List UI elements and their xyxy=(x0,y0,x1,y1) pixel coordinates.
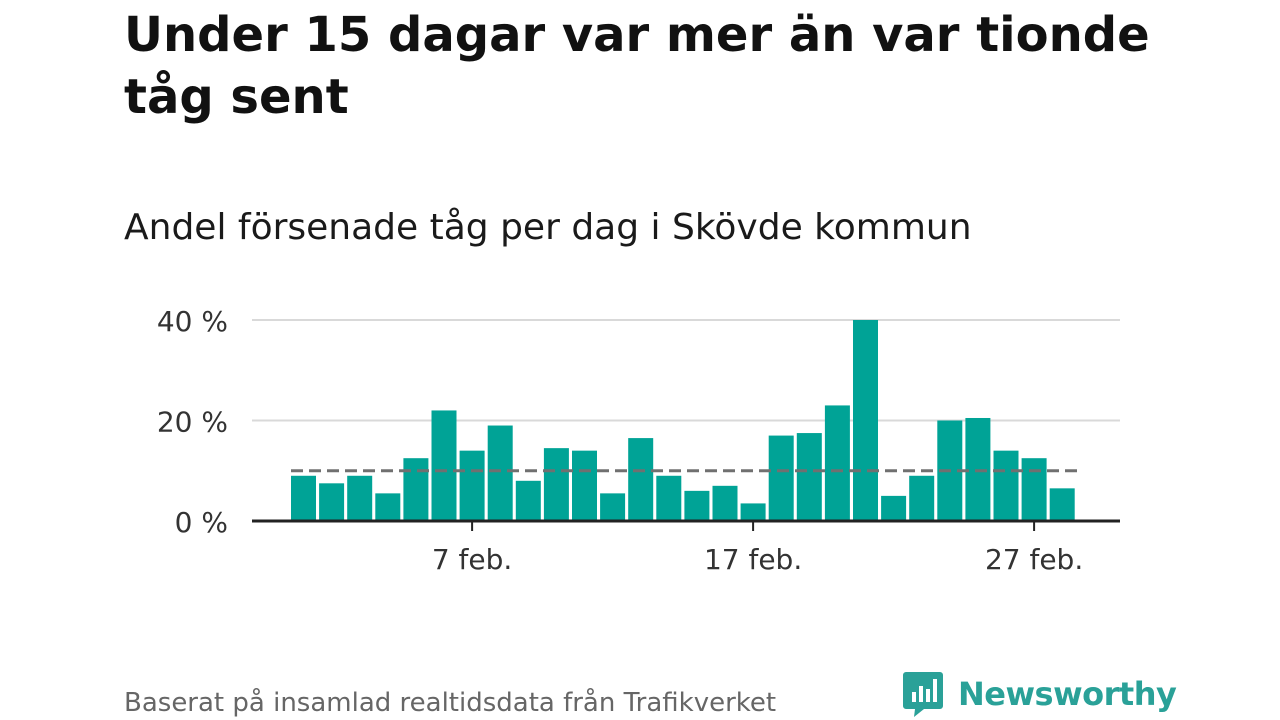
bar-2/11 xyxy=(572,450,597,521)
bars xyxy=(291,320,1075,521)
bar-2/22 xyxy=(881,495,907,521)
x-axis xyxy=(252,519,1120,531)
brand-name: Newsworthy xyxy=(958,675,1177,713)
newsworthy-logo-icon xyxy=(903,672,943,717)
y-tick-label: 40 % xyxy=(157,305,228,338)
y-tick-label: 0 % xyxy=(175,506,228,539)
bar-2/28 xyxy=(1049,488,1075,521)
bar-2/1 xyxy=(291,475,316,521)
y-tick-labels: 0 % 20 % 40 % xyxy=(157,305,228,539)
chart-title: Under 15 dagar var mer än var tionde tåg… xyxy=(124,7,1150,125)
y-tick-label: 20 % xyxy=(157,406,228,439)
bar-2/16 xyxy=(712,485,738,521)
bar-2/10 xyxy=(543,448,569,521)
bar-2/17 xyxy=(740,503,766,521)
bar-2/5 xyxy=(403,458,429,521)
chart-subtitle: Andel försenade tåg per dag i Skövde kom… xyxy=(124,207,972,248)
x-tick-label: 7 feb. xyxy=(432,543,512,576)
bar-2/13 xyxy=(628,438,654,521)
bar-2/18 xyxy=(768,435,794,521)
x-tick-label: 17 feb. xyxy=(704,543,802,576)
brand-logo: Newsworthy xyxy=(902,670,1177,718)
source-note: Baserat på insamlad realtidsdata från Tr… xyxy=(124,688,777,718)
bar-2/19 xyxy=(796,433,822,521)
bar-2/8 xyxy=(487,425,513,521)
x-tick-labels: 7 feb. 17 feb. 27 feb. xyxy=(432,543,1083,576)
bar-2/3 xyxy=(347,475,373,521)
bar-chart: 0 % 20 % 40 % 7 feb. 17 feb. 27 feb. xyxy=(157,305,1120,576)
bar-2/6 xyxy=(431,410,457,521)
bar-2/21 xyxy=(853,320,878,521)
bar-2/7 xyxy=(459,450,485,521)
bar-2/27 xyxy=(1021,458,1047,521)
bar-2/9 xyxy=(515,480,541,521)
bar-2/26 xyxy=(993,450,1019,521)
bar-2/23 xyxy=(909,475,935,521)
bar-2/15 xyxy=(684,490,710,521)
grid-lines xyxy=(252,319,1120,422)
bar-2/14 xyxy=(656,475,682,521)
bar-2/20 xyxy=(824,405,850,521)
bar-2/2 xyxy=(319,483,345,521)
bar-2/12 xyxy=(600,493,626,521)
bar-2/4 xyxy=(375,493,401,521)
x-tick-label: 27 feb. xyxy=(985,543,1083,576)
